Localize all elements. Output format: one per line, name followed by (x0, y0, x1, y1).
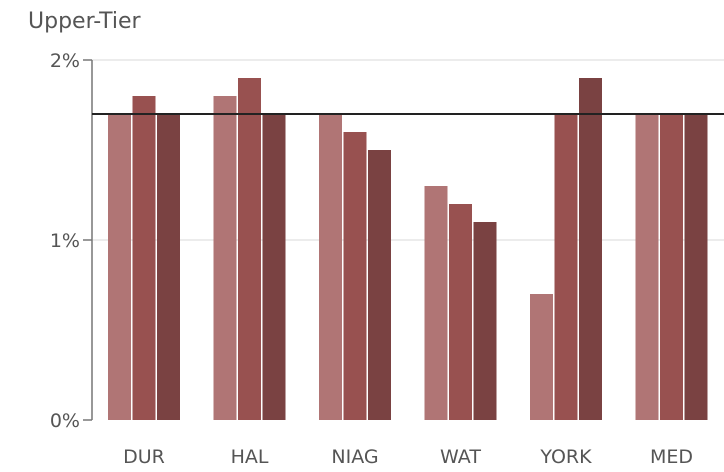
bar-hal-2 (238, 78, 261, 420)
bar-niag-3 (368, 150, 391, 420)
x-category-label: NIAG (331, 446, 378, 468)
x-category-label: DUR (123, 446, 165, 468)
bar-wat-2 (449, 204, 472, 420)
x-category-label: HAL (231, 446, 269, 468)
x-category-label: YORK (539, 446, 592, 468)
y-tick-label: 0% (50, 410, 80, 432)
bar-york-1 (530, 294, 553, 420)
bar-med-1 (635, 114, 659, 420)
bar-niag-2 (343, 132, 367, 420)
y-axis: 0% 1% 2% (50, 50, 93, 432)
grid-lines (92, 59, 724, 241)
bar-niag-1 (319, 114, 342, 420)
bar-wat-3 (473, 222, 497, 420)
bar-med-2 (660, 114, 683, 420)
bar-dur-1 (108, 114, 131, 420)
x-axis-labels: DUR HAL NIAG WAT YORK MED (123, 446, 693, 468)
bar-york-3 (579, 78, 602, 420)
chart-title: Upper-Tier (28, 9, 142, 34)
bar-med-3 (684, 114, 708, 420)
bar-york-2 (554, 114, 578, 420)
bar-hal-1 (213, 96, 237, 420)
y-tick-label: 2% (50, 50, 80, 72)
y-tick-label: 1% (50, 230, 80, 252)
bar-hal-3 (262, 114, 286, 420)
x-category-label: MED (650, 446, 693, 468)
bar-wat-1 (424, 186, 448, 420)
bar-dur-3 (157, 114, 180, 420)
x-category-label: WAT (440, 446, 481, 468)
bars (108, 78, 708, 420)
bar-dur-2 (132, 96, 156, 420)
